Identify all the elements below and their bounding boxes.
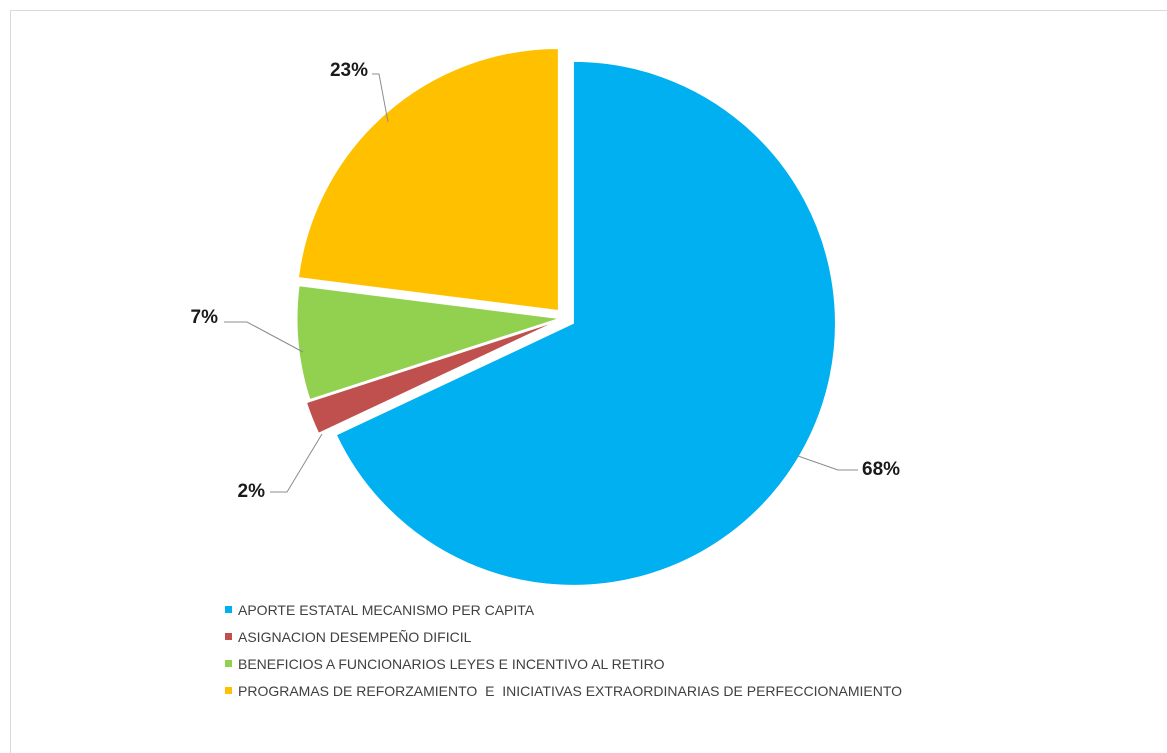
legend-swatch (225, 660, 232, 667)
legend-label: APORTE ESTATAL MECANISMO PER CAPITA (238, 601, 535, 618)
legend-item: BENEFICIOS A FUNCIONARIOS LEYES E INCENT… (225, 650, 902, 677)
data-label: 7% (191, 307, 219, 328)
pie-slices (296, 47, 836, 586)
leader-line (270, 433, 323, 493)
legend-label: PROGRAMAS DE REFORZAMIENTO E INICIATIVAS… (238, 682, 903, 699)
pie-slice (297, 47, 559, 312)
leader-line (224, 321, 304, 353)
data-label: 68% (862, 459, 900, 480)
pie-slice (296, 285, 560, 401)
data-label: 23% (330, 60, 368, 81)
legend-item: ASIGNACION DESEMPEÑO DIFICIL (225, 623, 902, 650)
data-labels: 68% 2% 7% 23% (191, 60, 901, 502)
pie-slice (305, 321, 556, 434)
legend-label: BENEFICIOS A FUNCIONARIOS LEYES E INCENT… (238, 655, 665, 672)
legend-swatch (225, 633, 232, 640)
legend-swatch (225, 606, 232, 613)
legend-swatch (225, 687, 232, 694)
leader-line (372, 73, 389, 123)
legend-label: ASIGNACION DESEMPEÑO DIFICIL (238, 628, 472, 645)
data-label: 2% (238, 481, 266, 502)
leader-line (797, 455, 858, 471)
pie-slice (335, 60, 836, 586)
legend: APORTE ESTATAL MECANISMO PER CAPITA ASIG… (225, 596, 902, 704)
leader-lines (224, 73, 858, 493)
legend-item: APORTE ESTATAL MECANISMO PER CAPITA (225, 596, 902, 623)
legend-item: PROGRAMAS DE REFORZAMIENTO E INICIATIVAS… (225, 677, 902, 704)
